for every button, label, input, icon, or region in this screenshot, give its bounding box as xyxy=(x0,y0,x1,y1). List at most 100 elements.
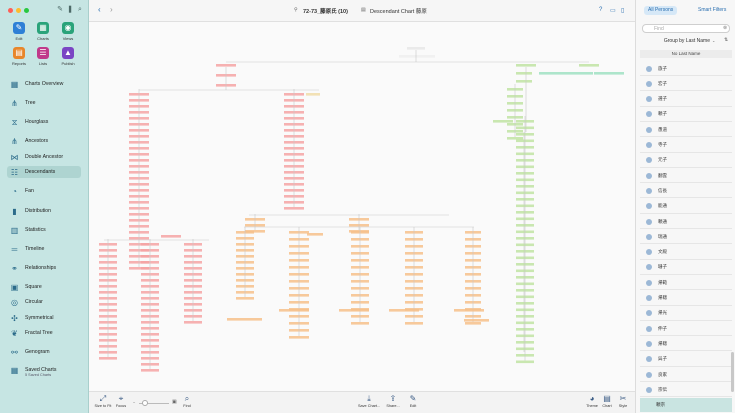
person-row[interactable]: 寺子 xyxy=(640,139,732,153)
person-row[interactable]: 信長 xyxy=(640,184,732,199)
sidebar-toggle-icon[interactable]: ▯ xyxy=(621,8,625,14)
person-node xyxy=(465,322,481,325)
person-node xyxy=(184,321,202,324)
lists-icon: ☰ xyxy=(37,47,49,59)
lists-button[interactable]: ☰ Lists xyxy=(37,47,49,66)
person-row[interactable]: 翻雲 xyxy=(640,169,732,184)
person-node xyxy=(594,72,624,75)
sidebar-item-ancestors[interactable]: ⋔ Ancestors xyxy=(7,135,81,147)
views-button[interactable]: ◉ Views xyxy=(62,22,74,41)
style-button[interactable]: ✂ Style xyxy=(612,394,634,408)
person-row[interactable]: 文殿 xyxy=(640,246,732,260)
person-row[interactable]: 珊子 xyxy=(640,261,732,275)
forward-icon[interactable]: › xyxy=(110,5,113,14)
bottom-toolbar: ⤢ Size to Fit ⌖ Focus − ▣ ⌕ Find ⤓ Save … xyxy=(89,391,635,413)
person-node xyxy=(507,137,523,140)
sidebar-item-descendants[interactable]: ☷ Descendants xyxy=(7,166,81,178)
tree-icon: ⋔ xyxy=(11,98,18,108)
person-row[interactable]: 頼通 xyxy=(640,215,732,229)
sidebar-item-circular[interactable]: ◎ Circular xyxy=(7,296,81,308)
person-row[interactable]: 呉子 xyxy=(640,353,732,367)
find-button[interactable]: ⌕ Find xyxy=(176,394,198,408)
bookmark-icon[interactable]: ❚ xyxy=(67,6,73,13)
focus-button[interactable]: ⌖ Focus xyxy=(110,394,132,408)
tab-smart-filters[interactable]: Smart Filters xyxy=(698,7,727,13)
find-input[interactable] xyxy=(642,24,730,33)
save-chart-button[interactable]: ⤓ Save Chart... xyxy=(358,394,381,408)
sidebar-item-charts-overview[interactable]: ▦ Charts Overview xyxy=(7,78,81,90)
reports-button[interactable]: ▤ Reports xyxy=(11,47,26,66)
sidebar-item-genogram[interactable]: ⚯ Genogram xyxy=(7,346,81,358)
chart-settings-button[interactable]: ▤ Chart xyxy=(596,394,618,408)
edit-chart-button[interactable]: ✎ Edit xyxy=(402,394,424,408)
person-row[interactable]: 良家 xyxy=(640,368,732,382)
sidebar-item-hourglass[interactable]: ⧖ Hourglass xyxy=(7,116,81,128)
zoom-out-icon[interactable]: − xyxy=(133,400,136,405)
person-row[interactable]: 宗伝 xyxy=(640,383,732,398)
publish-button[interactable]: ▲ Publish xyxy=(61,47,75,66)
person-row[interactable]: 帰聰 xyxy=(640,292,732,306)
person-row[interactable]: 帰範 xyxy=(640,276,732,291)
person-node xyxy=(516,80,532,83)
person-row[interactable]: 愚道 xyxy=(640,123,732,138)
sidebar-item-double-ancestor[interactable]: ⋈ Double Ancestor xyxy=(7,151,81,163)
person-row[interactable]: 元子 xyxy=(640,154,732,168)
zoom-slider[interactable]: − ▣ xyxy=(133,399,177,406)
pane-icon[interactable]: ▭ xyxy=(610,8,616,14)
eye-icon: ◉ xyxy=(62,22,74,34)
person-row[interactable]: 瑞通 xyxy=(640,230,732,245)
sidebar-item-square[interactable]: ▣ Square xyxy=(7,281,81,293)
person-icon xyxy=(646,386,652,393)
help-icon[interactable]: ? xyxy=(599,7,603,13)
sidebar-item-fan[interactable]: ◔ Fan xyxy=(7,185,81,197)
sidebar-item-distribution[interactable]: ▮ Distribution xyxy=(7,205,81,217)
person-row[interactable]: 能通 xyxy=(640,200,732,214)
person-row[interactable]: 選子 xyxy=(640,93,732,107)
person-row[interactable]: 頼子 xyxy=(640,108,732,122)
zoom-window-button[interactable] xyxy=(24,8,29,13)
person-row[interactable]: 帰光 xyxy=(640,307,732,321)
zoom-in-icon[interactable]: ▣ xyxy=(172,399,177,405)
sidebar-item-statistics[interactable]: ▥ Statistics xyxy=(7,224,81,236)
person-row[interactable]: 宏子 xyxy=(640,77,732,92)
person-icon xyxy=(646,340,652,347)
save-icon: ⤓ xyxy=(367,394,371,403)
sidebar-item-label: Statistics xyxy=(25,227,46,233)
search-icon[interactable]: ⌕ xyxy=(78,6,82,13)
publish-icon: ▲ xyxy=(62,47,74,59)
sidebar-item-saved-charts[interactable]: ▦ Saved Charts xyxy=(7,364,81,376)
person-row[interactable]: 旅子 xyxy=(640,62,732,76)
scrollbar[interactable] xyxy=(731,352,734,392)
sidebar-item-symmetrical[interactable]: ✣ Symmetrical xyxy=(7,312,81,324)
person-row[interactable]: 伸子 xyxy=(640,322,732,337)
person-icon xyxy=(646,157,652,164)
charts-button[interactable]: ▦ Charts xyxy=(37,22,49,41)
statistics-icon: ▥ xyxy=(10,225,19,235)
edit-button[interactable]: ✎ Edit xyxy=(9,22,29,41)
person-node xyxy=(279,309,309,312)
minimize-window-button[interactable] xyxy=(16,8,21,13)
person-icon xyxy=(646,249,652,256)
close-window-button[interactable] xyxy=(8,8,13,13)
chart-settings-icon: ▤ xyxy=(603,394,611,403)
clear-icon[interactable]: ⊗ xyxy=(723,25,728,31)
group-by-select[interactable]: Group by Last Name xyxy=(663,38,710,44)
person-row[interactable]: 帰聰 xyxy=(640,337,732,352)
sidebar-item-timeline[interactable]: ═ Timeline xyxy=(7,243,81,255)
back-icon[interactable]: ‹ xyxy=(98,5,101,14)
size-to-fit-button[interactable]: ⤢ Size to Fit xyxy=(92,394,114,408)
person-icon xyxy=(646,325,652,332)
chart-canvas[interactable] xyxy=(89,22,635,391)
sort-icon[interactable]: ⇅ xyxy=(724,37,729,43)
sidebar-item-fractal-tree[interactable]: ❦ Fractal Tree xyxy=(7,327,81,339)
tab-all-persons[interactable]: All Persons xyxy=(644,6,678,15)
zoom-slider-thumb[interactable] xyxy=(142,400,148,406)
person-row-selected[interactable]: 頼宗 xyxy=(640,398,732,412)
sidebar-item-relationships[interactable]: ⚭ Relationships xyxy=(7,262,81,274)
wrench-icon[interactable]: ✎ xyxy=(57,6,63,13)
person-icon xyxy=(646,172,652,179)
share-button[interactable]: ⇪ Share... xyxy=(382,394,404,408)
person-node xyxy=(289,336,309,339)
theme-button[interactable]: ◕ Theme xyxy=(581,394,603,408)
sidebar-item-tree[interactable]: ⋔ Tree xyxy=(7,97,81,109)
